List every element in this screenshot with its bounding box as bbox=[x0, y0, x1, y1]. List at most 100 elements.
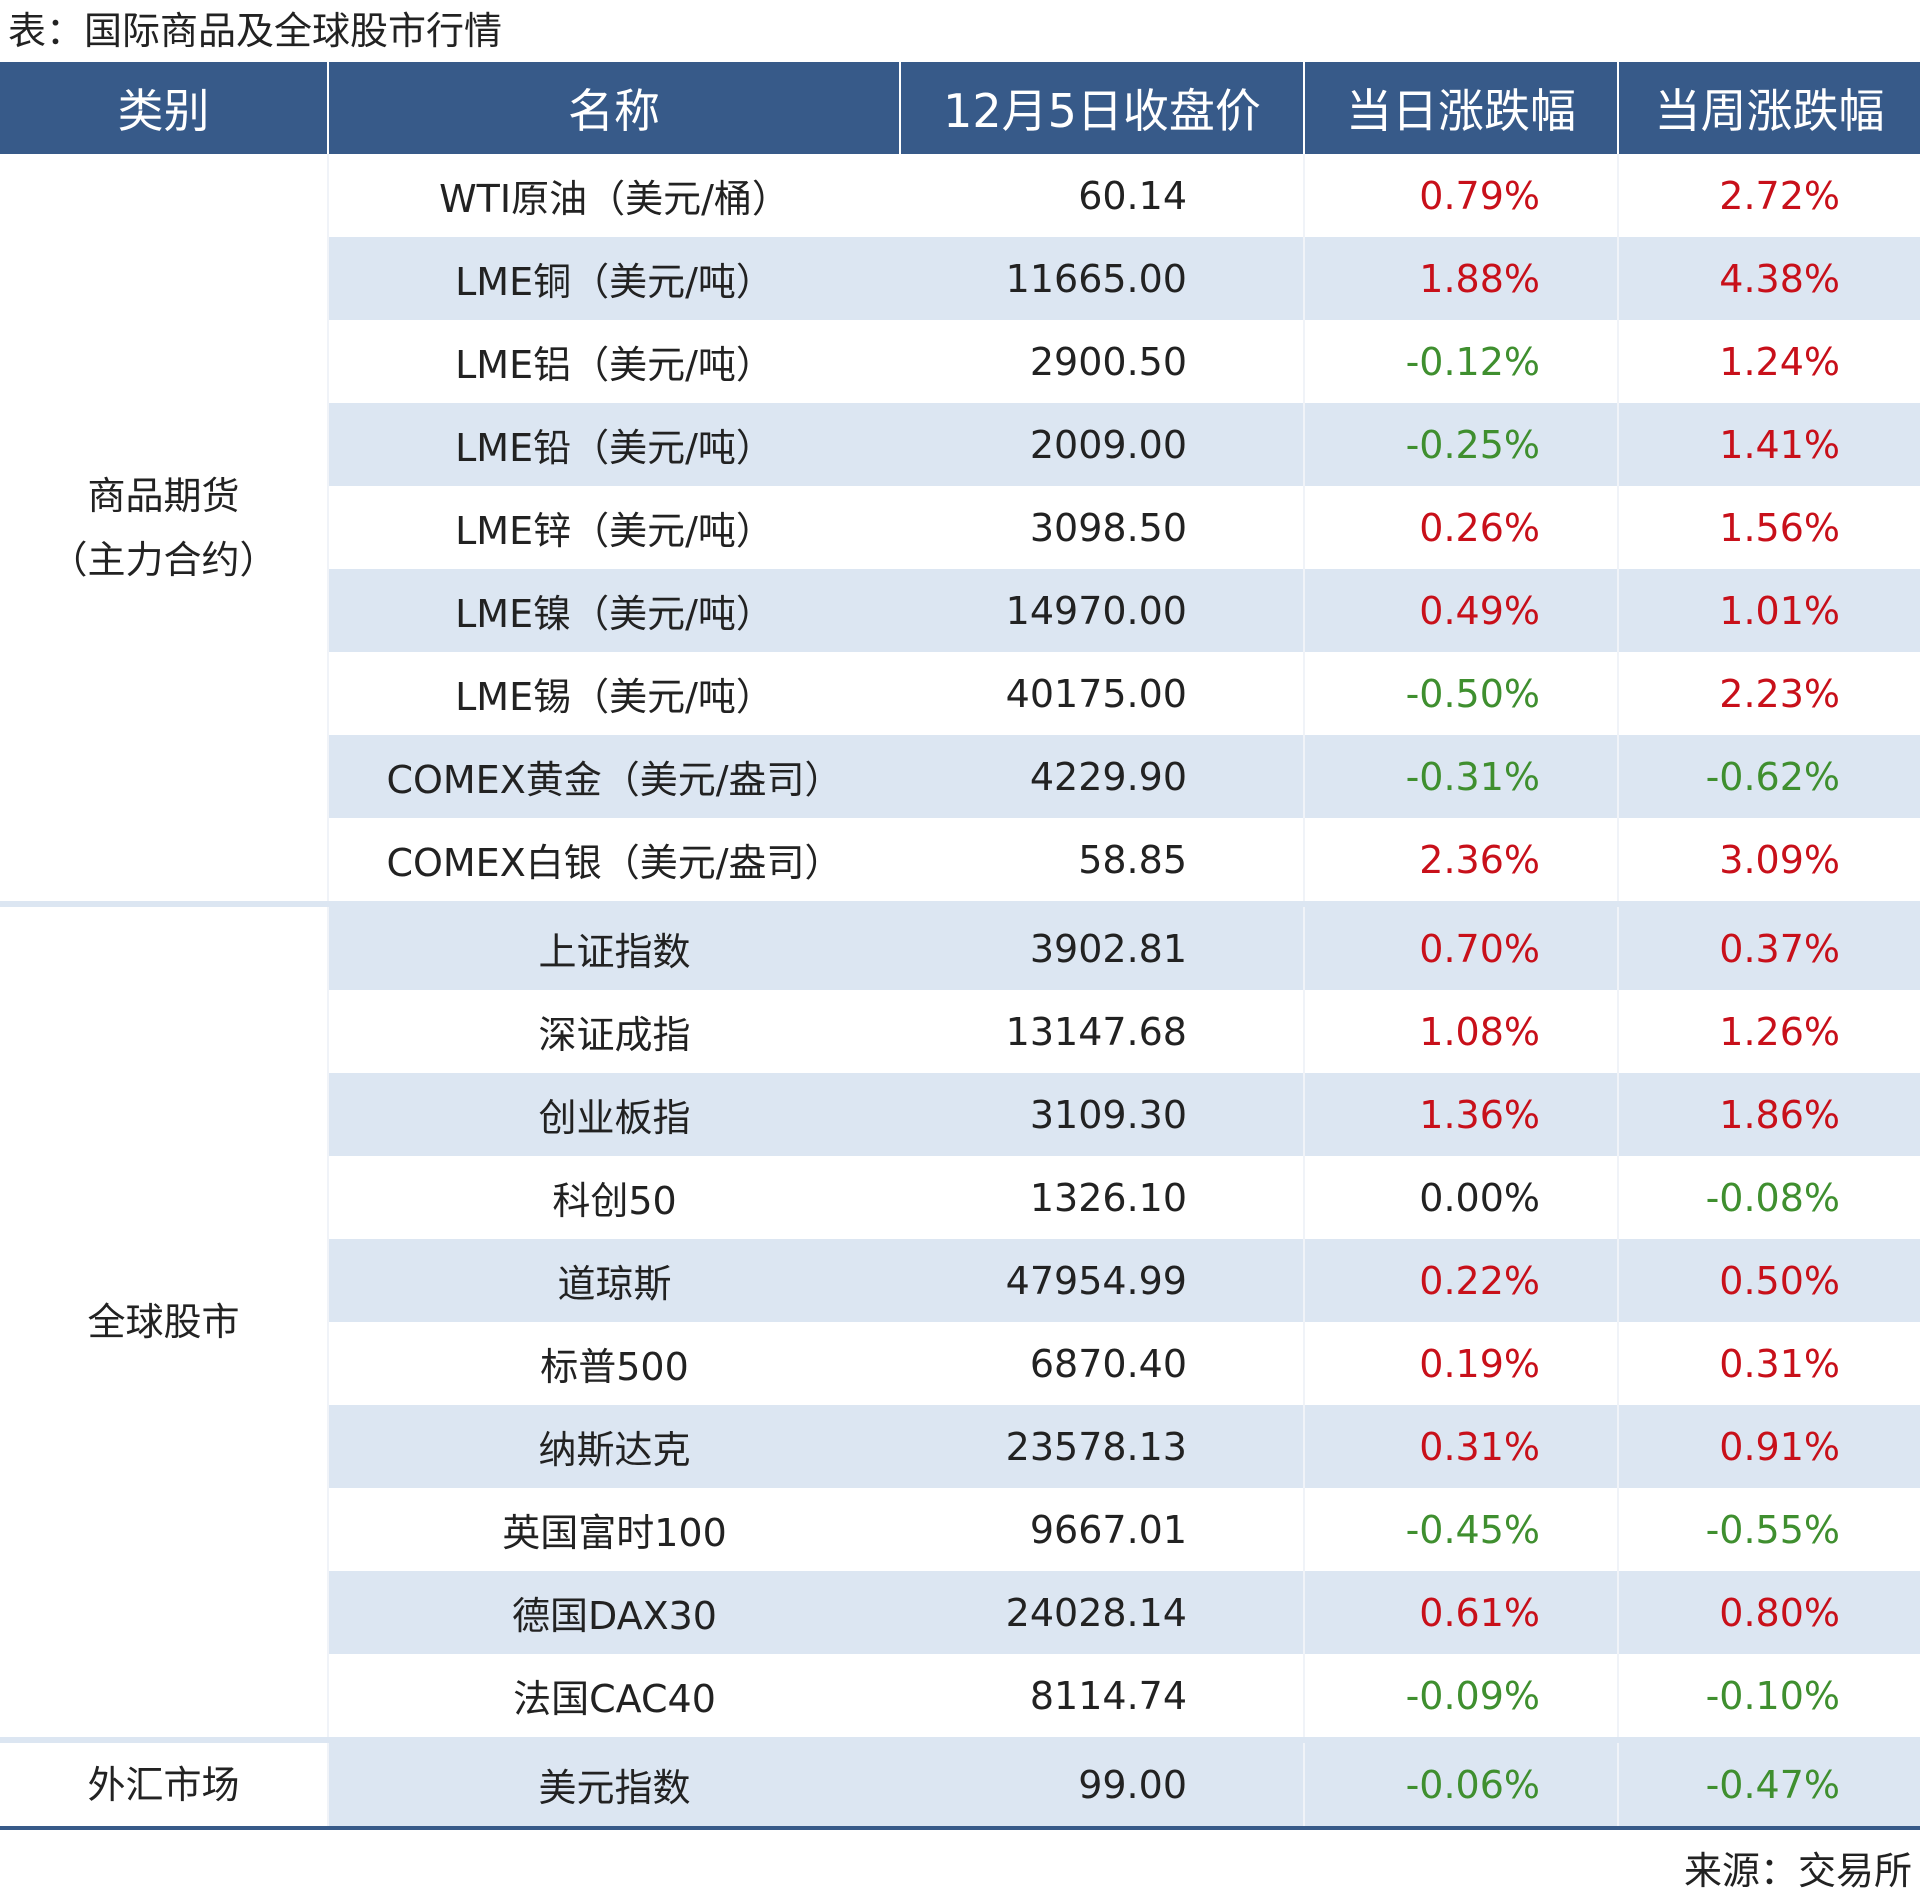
cell-name: 美元指数 bbox=[328, 1737, 900, 1830]
cell-price: 6870.40 bbox=[1029, 1341, 1187, 1386]
cell-week: 1.26% bbox=[1617, 990, 1920, 1073]
cell-day: 0.49% bbox=[1303, 569, 1618, 652]
table-row: LME铜（美元/吨） 11665.00 1.88% 4.38% bbox=[0, 237, 1920, 320]
cell-day: -0.06% bbox=[1303, 1737, 1618, 1830]
cell-name: 道琼斯 bbox=[328, 1239, 900, 1322]
category-label: 商品期货 bbox=[87, 473, 240, 518]
cell-price: 9667.01 bbox=[1029, 1507, 1187, 1552]
cell-name: 标普500 bbox=[540, 1345, 689, 1389]
source-note: 来源：交易所 bbox=[1683, 1849, 1912, 1893]
cell-name: 德国DAX30 bbox=[328, 1571, 900, 1654]
category-label: 外汇市场 bbox=[87, 1762, 240, 1807]
header-cell: 名称 bbox=[327, 62, 900, 154]
cell-week: 0.31% bbox=[1617, 1322, 1920, 1405]
cell-day: 0.26% bbox=[1303, 486, 1618, 569]
cell-price: 3109.30 bbox=[900, 1073, 1304, 1156]
cell-week: -0.47% bbox=[1617, 1737, 1920, 1830]
category-label: 全球股市 bbox=[87, 1300, 240, 1344]
cell-price: 3902.81 bbox=[900, 901, 1304, 990]
table-row: LME铅（美元/吨） 2009.00 -0.25% 1.41% bbox=[0, 403, 1920, 486]
cell-name: 英国富时100 bbox=[502, 1511, 727, 1555]
cell-price: 60.14 bbox=[1078, 173, 1187, 218]
table-row: 外汇市场 美元指数 99.00 -0.06% -0.47% bbox=[0, 1737, 1920, 1830]
table-row: LME锌（美元/吨） 3098.50 0.26% 1.56% bbox=[0, 486, 1920, 569]
cell-week: 4.38% bbox=[1617, 237, 1920, 320]
cell-week: 1.56% bbox=[1617, 486, 1920, 569]
cell-price: 8114.74 bbox=[1029, 1673, 1187, 1718]
cell-week: 1.01% bbox=[1617, 569, 1920, 652]
cell-week: 3.09% bbox=[1617, 818, 1920, 904]
cell-name: LME锡（美元/吨） bbox=[455, 675, 774, 719]
table-title: 表：国际商品及全球股市行情 bbox=[8, 9, 503, 53]
table-row: LME镍（美元/吨） 14970.00 0.49% 1.01% bbox=[0, 569, 1920, 652]
header-cell: 类别 bbox=[0, 62, 328, 154]
cell-day: 1.88% bbox=[1303, 237, 1618, 320]
header-row: 类别 名称 12月5日收盘价 当日涨跌幅 当周涨跌幅 bbox=[0, 62, 1920, 154]
table-row: LME锡（美元/吨） 40175.00 -0.50% 2.23% bbox=[0, 652, 1920, 735]
cell-day: -0.50% bbox=[1303, 652, 1618, 735]
table-header: 类别 名称 12月5日收盘价 当日涨跌幅 当周涨跌幅 bbox=[0, 62, 1920, 154]
cell-price: 2900.50 bbox=[1029, 339, 1187, 384]
cell-price: 99.00 bbox=[900, 1737, 1304, 1830]
header-cell: 12月5日收盘价 bbox=[899, 62, 1304, 154]
cell-day: 0.61% bbox=[1303, 1571, 1618, 1654]
cell-day: -0.31% bbox=[1303, 735, 1618, 818]
cell-name: WTI原油（美元/桶） bbox=[439, 177, 790, 221]
table-row: COMEX黄金（美元/盎司） 4229.90 -0.31% -0.62% bbox=[0, 735, 1920, 818]
table-row: 纳斯达克 23578.13 0.31% 0.91% bbox=[0, 1405, 1920, 1488]
cell-price: 58.85 bbox=[1078, 837, 1187, 882]
category-cell: 全球股市 bbox=[0, 901, 329, 1740]
table-row: 英国富时100 9667.01 -0.45% -0.55% bbox=[0, 1488, 1920, 1571]
table-row: 德国DAX30 24028.14 0.61% 0.80% bbox=[0, 1571, 1920, 1654]
cell-day: -0.45% bbox=[1303, 1488, 1618, 1571]
cell-name: COMEX白银（美元/盎司） bbox=[386, 841, 843, 885]
cell-price: 11665.00 bbox=[900, 237, 1304, 320]
cell-week: 0.80% bbox=[1617, 1571, 1920, 1654]
cell-day: 1.08% bbox=[1303, 990, 1618, 1073]
category-label: （主力合约） bbox=[49, 537, 278, 582]
cell-price: 2009.00 bbox=[900, 403, 1304, 486]
cell-day: -0.09% bbox=[1303, 1654, 1618, 1740]
cell-name: 纳斯达克 bbox=[328, 1405, 900, 1488]
cell-price: 47954.99 bbox=[900, 1239, 1304, 1322]
cell-price: 3098.50 bbox=[1029, 505, 1187, 550]
cell-week: 1.24% bbox=[1617, 320, 1920, 403]
header-cell: 当周涨跌幅 bbox=[1617, 62, 1920, 154]
cell-price: 23578.13 bbox=[900, 1405, 1304, 1488]
table-row: 全球股市 上证指数 3902.81 0.70% 0.37% bbox=[0, 901, 1920, 1740]
cell-day: 1.36% bbox=[1303, 1073, 1618, 1156]
table-row: COMEX白银（美元/盎司） 58.85 2.36% 3.09% bbox=[0, 818, 1920, 904]
table-row: 创业板指 3109.30 1.36% 1.86% bbox=[0, 1073, 1920, 1156]
table-body: 商品期货 （主力合约） WTI原油（美元/桶） 60.14 0.79% 2.72% LME铜… bbox=[0, 154, 1920, 1830]
cell-day: -0.12% bbox=[1303, 320, 1618, 403]
cell-week: 1.86% bbox=[1617, 1073, 1920, 1156]
cell-name: 科创50 bbox=[552, 1179, 677, 1223]
cell-day: 0.31% bbox=[1303, 1405, 1618, 1488]
header-cell: 当日涨跌幅 bbox=[1303, 62, 1618, 154]
table-row: 标普500 6870.40 0.19% 0.31% bbox=[0, 1322, 1920, 1405]
cell-price: 24028.14 bbox=[900, 1571, 1304, 1654]
cell-name: COMEX黄金（美元/盎司） bbox=[328, 735, 900, 818]
cell-day: 0.22% bbox=[1303, 1239, 1618, 1322]
cell-week: -0.55% bbox=[1617, 1488, 1920, 1571]
cell-name: LME铅（美元/吨） bbox=[328, 403, 900, 486]
table-row: 科创50 1326.10 0.00% -0.08% bbox=[0, 1156, 1920, 1239]
cell-week: -0.08% bbox=[1617, 1156, 1920, 1239]
category-cell: 商品期货 （主力合约） bbox=[0, 154, 329, 904]
cell-price: 1326.10 bbox=[1029, 1175, 1187, 1220]
cell-name: LME铝（美元/吨） bbox=[455, 343, 774, 387]
cell-name: 深证成指 bbox=[538, 1013, 691, 1057]
table-row: 商品期货 （主力合约） WTI原油（美元/桶） 60.14 0.79% 2.72% bbox=[0, 154, 1920, 904]
cell-day: -0.25% bbox=[1303, 403, 1618, 486]
cell-week: 2.23% bbox=[1617, 652, 1920, 735]
cell-name: LME锌（美元/吨） bbox=[455, 509, 774, 553]
cell-week: -0.10% bbox=[1617, 1654, 1920, 1740]
cell-day: 2.36% bbox=[1303, 818, 1618, 904]
table-row: 深证成指 13147.68 1.08% 1.26% bbox=[0, 990, 1920, 1073]
cell-name: 创业板指 bbox=[328, 1073, 900, 1156]
cell-name: LME镍（美元/吨） bbox=[328, 569, 900, 652]
cell-week: 0.91% bbox=[1617, 1405, 1920, 1488]
table-row: 道琼斯 47954.99 0.22% 0.50% bbox=[0, 1239, 1920, 1322]
cell-week: 1.41% bbox=[1617, 403, 1920, 486]
